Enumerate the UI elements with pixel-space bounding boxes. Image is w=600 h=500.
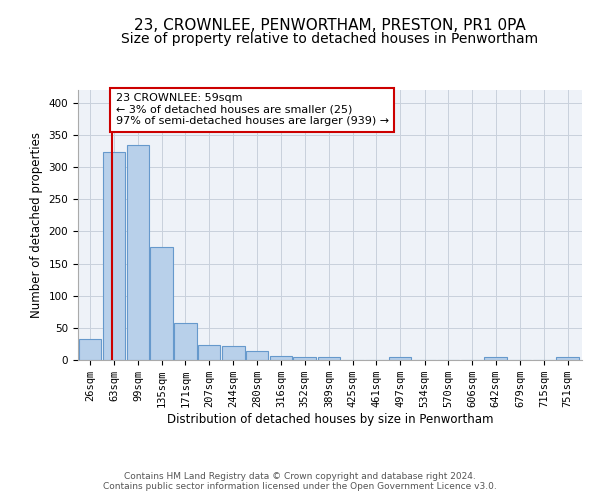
Text: 23, CROWNLEE, PENWORTHAM, PRESTON, PR1 0PA: 23, CROWNLEE, PENWORTHAM, PRESTON, PR1 0… (134, 18, 526, 32)
Bar (198, 345, 220, 360)
Text: Size of property relative to detached houses in Penwortham: Size of property relative to detached ho… (121, 32, 539, 46)
Bar (151, 247, 173, 360)
Bar (484, 358, 507, 360)
Bar (79, 339, 101, 360)
Bar (103, 152, 125, 360)
Bar (174, 324, 197, 360)
Y-axis label: Number of detached properties: Number of detached properties (30, 132, 43, 318)
Text: 23 CROWNLEE: 59sqm
← 3% of detached houses are smaller (25)
97% of semi-detached: 23 CROWNLEE: 59sqm ← 3% of detached hous… (116, 93, 389, 126)
Bar (270, 356, 292, 360)
Bar (389, 358, 412, 360)
Bar (222, 346, 245, 360)
Bar (127, 144, 149, 360)
Bar (318, 357, 340, 360)
Bar (246, 351, 268, 360)
Text: Contains HM Land Registry data © Crown copyright and database right 2024.: Contains HM Land Registry data © Crown c… (124, 472, 476, 481)
Bar (293, 357, 316, 360)
X-axis label: Distribution of detached houses by size in Penwortham: Distribution of detached houses by size … (167, 413, 493, 426)
Bar (556, 358, 579, 360)
Text: Contains public sector information licensed under the Open Government Licence v3: Contains public sector information licen… (103, 482, 497, 491)
